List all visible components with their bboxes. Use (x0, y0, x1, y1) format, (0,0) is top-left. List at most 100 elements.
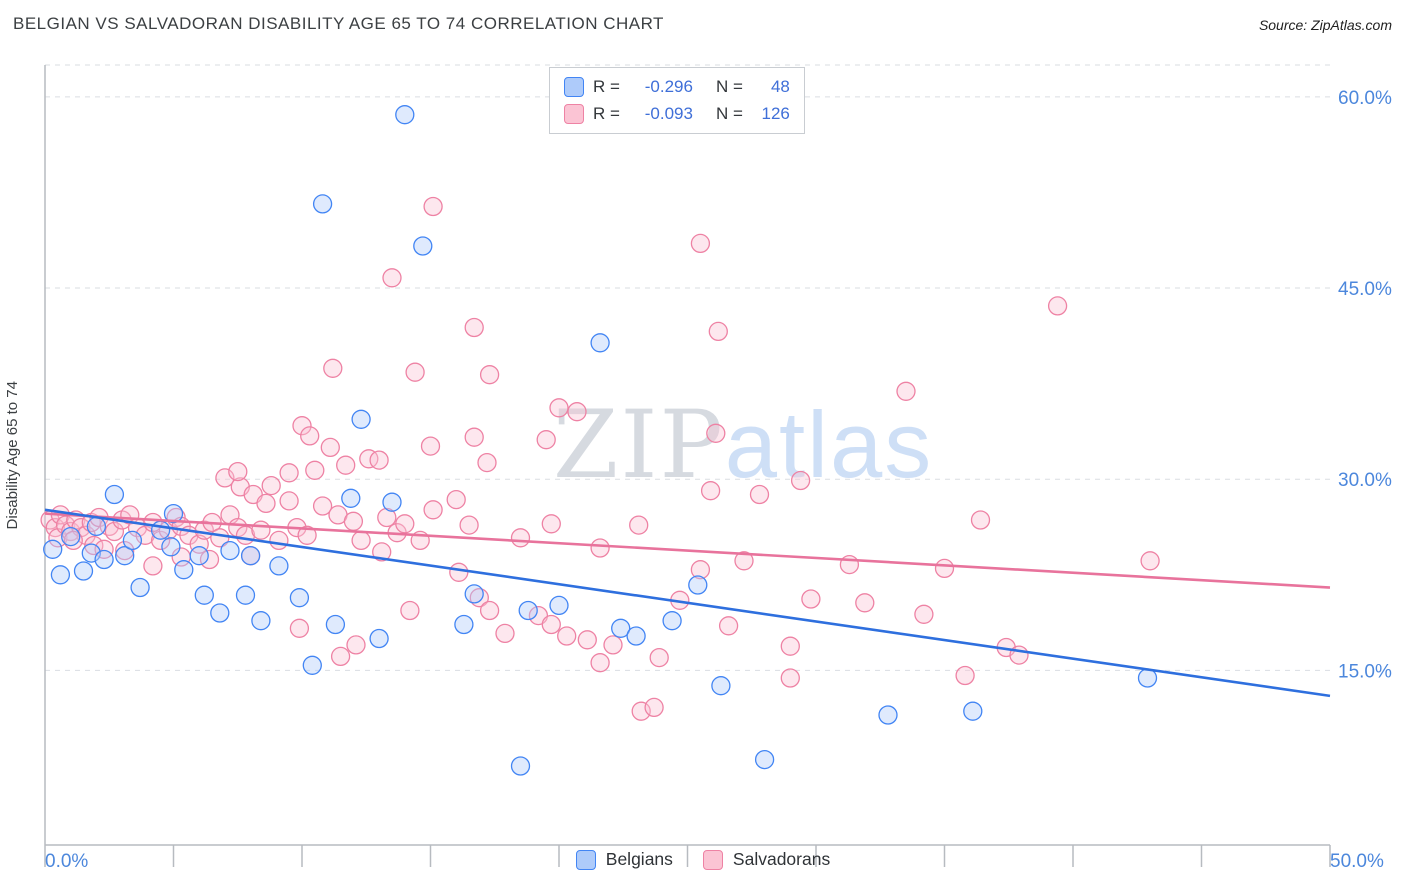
scatter-point-salvadoran[interactable] (449, 562, 469, 582)
scatter-point-salvadoran[interactable] (706, 423, 726, 443)
scatter-point-belgian[interactable] (86, 516, 107, 537)
scatter-point-belgian[interactable] (325, 614, 346, 635)
scatter-point-salvadoran[interactable] (261, 475, 281, 496)
scatter-point-salvadoran[interactable] (541, 614, 561, 635)
scatter-point-salvadoran[interactable] (228, 461, 248, 482)
scatter-point-salvadoran[interactable] (312, 496, 333, 516)
scatter-point-belgian[interactable] (210, 603, 230, 623)
scatter-point-belgian[interactable] (611, 618, 631, 638)
scatter-point-salvadoran[interactable] (955, 665, 975, 686)
scatter-point-salvadoran[interactable] (372, 542, 392, 562)
scatter-point-salvadoran[interactable] (479, 600, 500, 621)
scatter-point-salvadoran[interactable] (115, 540, 135, 561)
scatter-point-salvadoran[interactable] (649, 647, 669, 668)
scatter-point-belgian[interactable] (395, 105, 415, 125)
scatter-point-belgian[interactable] (130, 577, 150, 598)
scatter-point-salvadoran[interactable] (423, 500, 443, 520)
scatter-point-belgian[interactable] (549, 595, 569, 616)
scatter-point-salvadoran[interactable] (970, 510, 991, 530)
scatter-point-salvadoran[interactable] (510, 528, 531, 548)
scatter-point-salvadoran[interactable] (346, 635, 366, 655)
scatter-point-belgian[interactable] (711, 676, 731, 696)
scatter-point-salvadoran[interactable] (251, 520, 271, 540)
scatter-point-salvadoran[interactable] (690, 233, 711, 254)
scatter-point-salvadoran[interactable] (405, 362, 425, 382)
scatter-point-belgian[interactable] (454, 614, 474, 635)
scatter-point-belgian[interactable] (220, 540, 240, 561)
scatter-point-salvadoran[interactable] (423, 196, 443, 217)
scatter-point-salvadoran[interactable] (896, 381, 916, 401)
scatter-point-salvadoran[interactable] (708, 321, 728, 342)
scatter-point-belgian[interactable] (189, 546, 209, 566)
scatter-point-salvadoran[interactable] (199, 549, 220, 570)
scatter-point-belgian[interactable] (688, 575, 708, 595)
scatter-point-belgian[interactable] (174, 560, 194, 580)
scatter-point-belgian[interactable] (163, 503, 184, 524)
scatter-point-belgian[interactable] (1137, 668, 1158, 688)
scatter-point-salvadoran[interactable] (1140, 551, 1160, 571)
scatter-point-belgian[interactable] (662, 611, 682, 631)
scatter-point-salvadoran[interactable] (734, 551, 754, 571)
scatter-point-salvadoran[interactable] (343, 511, 364, 531)
scatter-point-belgian[interactable] (115, 546, 135, 566)
scatter-point-salvadoran[interactable] (700, 481, 721, 501)
scatter-point-salvadoran[interactable] (801, 589, 821, 609)
scatter-point-belgian[interactable] (251, 611, 271, 631)
scatter-point-salvadoran[interactable] (459, 515, 479, 535)
scatter-point-belgian[interactable] (754, 749, 775, 770)
scatter-point-salvadoran[interactable] (749, 484, 770, 505)
scatter-point-belgian[interactable] (518, 600, 538, 621)
scatter-point-belgian[interactable] (289, 588, 310, 608)
scatter-point-salvadoran[interactable] (557, 626, 577, 646)
scatter-point-belgian[interactable] (194, 585, 214, 605)
scatter-point-salvadoran[interactable] (541, 514, 561, 534)
scatter-point-belgian[interactable] (43, 539, 63, 559)
scatter-point-salvadoran[interactable] (446, 489, 466, 510)
scatter-point-salvadoran[interactable] (477, 452, 497, 473)
scatter-point-belgian[interactable] (150, 520, 171, 540)
scatter-point-salvadoran[interactable] (351, 530, 371, 551)
scatter-point-salvadoran[interactable] (256, 493, 276, 514)
scatter-point-belgian[interactable] (382, 492, 402, 512)
scatter-point-salvadoran[interactable] (420, 436, 441, 456)
scatter-point-salvadoran[interactable] (305, 460, 325, 480)
scatter-point-salvadoran[interactable] (143, 556, 163, 576)
scatter-point-salvadoran[interactable] (359, 449, 379, 469)
scatter-point-belgian[interactable] (73, 561, 94, 581)
scatter-point-salvadoran[interactable] (590, 653, 610, 673)
scatter-point-salvadoran[interactable] (464, 317, 484, 338)
scatter-point-salvadoran[interactable] (289, 618, 310, 638)
scatter-point-salvadoran[interactable] (104, 521, 125, 542)
scatter-point-belgian[interactable] (122, 530, 143, 551)
scatter-point-belgian[interactable] (963, 701, 983, 721)
scatter-point-belgian[interactable] (302, 655, 322, 675)
scatter-point-salvadoran[interactable] (549, 398, 569, 418)
scatter-point-belgian[interactable] (269, 556, 289, 576)
scatter-point-belgian[interactable] (235, 585, 256, 605)
scatter-point-salvadoran[interactable] (323, 358, 343, 378)
scatter-point-belgian[interactable] (626, 626, 646, 646)
scatter-point-belgian[interactable] (464, 584, 484, 604)
scatter-point-salvadoran[interactable] (382, 268, 402, 288)
scatter-point-salvadoran[interactable] (567, 402, 587, 422)
scatter-point-salvadoran[interactable] (644, 697, 664, 718)
scatter-point-belgian[interactable] (161, 537, 181, 557)
scatter-point-salvadoran[interactable] (279, 463, 299, 483)
scatter-point-salvadoran[interactable] (603, 635, 623, 655)
scatter-point-salvadoran[interactable] (377, 507, 397, 528)
scatter-point-belgian[interactable] (413, 236, 433, 256)
scatter-point-belgian[interactable] (510, 756, 531, 776)
scatter-point-salvadoran[interactable] (150, 530, 171, 551)
scatter-point-salvadoran[interactable] (790, 470, 811, 491)
scatter-point-salvadoran[interactable] (395, 514, 415, 534)
scatter-point-salvadoran[interactable] (855, 593, 875, 613)
scatter-point-belgian[interactable] (94, 549, 114, 570)
scatter-point-belgian[interactable] (104, 484, 125, 505)
scatter-point-salvadoran[interactable] (780, 668, 800, 688)
scatter-point-salvadoran[interactable] (914, 604, 934, 624)
scatter-point-salvadoran[interactable] (690, 560, 711, 580)
scatter-point-belgian[interactable] (50, 565, 71, 585)
scatter-point-belgian[interactable] (351, 409, 371, 429)
scatter-point-salvadoran[interactable] (536, 430, 556, 450)
scatter-point-salvadoran[interactable] (84, 535, 104, 556)
